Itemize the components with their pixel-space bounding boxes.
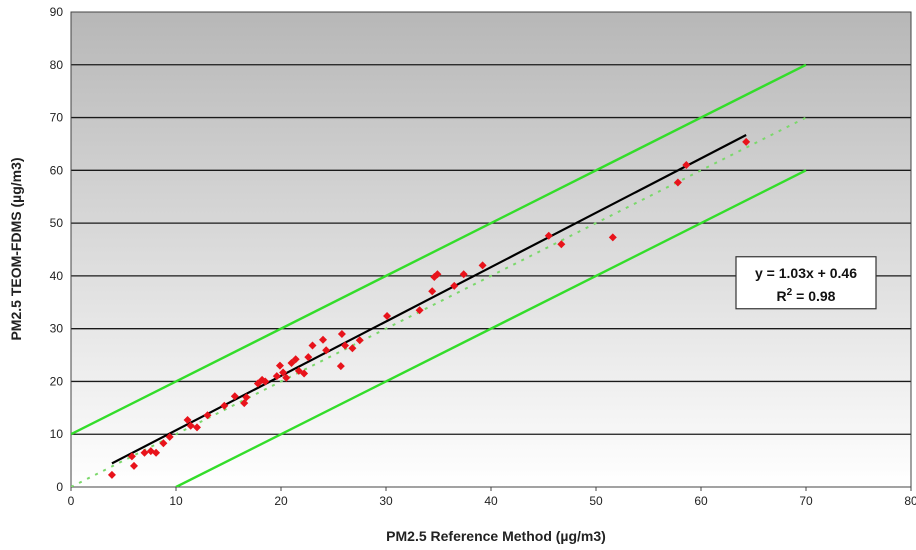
- data-point: [220, 401, 229, 410]
- lower-bound-line: [175, 169, 807, 487]
- data-point: [193, 423, 201, 432]
- data-point: [459, 270, 468, 279]
- x-tick-label: 20: [274, 494, 288, 508]
- y-tick-label: 60: [50, 163, 64, 177]
- x-tick-label: 80: [904, 494, 916, 508]
- data-point: [183, 415, 192, 424]
- data-points: [107, 137, 751, 479]
- data-point: [341, 341, 350, 350]
- data-point: [279, 368, 288, 377]
- x-tick-label: 0: [68, 494, 75, 508]
- y-tick-label: 20: [50, 374, 64, 388]
- data-point: [478, 261, 487, 270]
- x-tick-label: 50: [589, 494, 603, 508]
- data-point: [319, 335, 327, 344]
- data-point: [282, 373, 291, 382]
- data-point: [608, 233, 617, 242]
- equation-box-frame: [735, 256, 877, 310]
- regression-line: [111, 134, 747, 465]
- x-tick-label: 40: [484, 494, 498, 508]
- data-point: [127, 452, 136, 461]
- y-axis-ticks: 0 10 20 30 40 50 60 70 80 90: [50, 5, 64, 494]
- data-point: [415, 306, 424, 315]
- data-point: [304, 353, 313, 362]
- regression-equation-box: y = 1.03x + 0.46 R2 = 0.98: [735, 256, 877, 310]
- data-point: [107, 470, 116, 479]
- data-point: [433, 270, 442, 279]
- data-point: [682, 161, 691, 170]
- data-point: [242, 393, 251, 402]
- x-axis-ticks: 0 10 20 30 40 50 60 70 80: [68, 487, 916, 508]
- y-tick-label: 70: [50, 111, 64, 125]
- data-point: [337, 329, 346, 338]
- data-point: [159, 439, 168, 448]
- data-point: [140, 448, 149, 457]
- y-tick-label: 90: [50, 5, 64, 19]
- r-squared-text: R2 = 0.98: [777, 287, 836, 304]
- data-point: [272, 372, 281, 381]
- data-point: [557, 240, 566, 249]
- data-point: [308, 341, 317, 350]
- equation-text: y = 1.03x + 0.46: [755, 265, 857, 281]
- data-point: [261, 377, 270, 386]
- y-tick-label: 80: [50, 58, 64, 72]
- bound-lines: [71, 63, 807, 487]
- data-point: [203, 411, 212, 420]
- y-tick-label: 0: [56, 480, 63, 494]
- data-point: [165, 432, 174, 441]
- y-axis-title: PM2.5 TEOM-FDMS (µg/m3): [8, 157, 24, 340]
- data-point: [383, 312, 392, 320]
- data-point: [673, 178, 682, 187]
- plot-area-background: [71, 12, 911, 487]
- data-point: [355, 336, 364, 345]
- data-point: [152, 448, 161, 457]
- data-point: [544, 231, 553, 240]
- data-point: [742, 137, 751, 146]
- y-tick-label: 30: [50, 322, 64, 336]
- x-axis-title: PM2.5 Reference Method (µg/m3): [386, 528, 606, 544]
- data-point: [322, 346, 331, 355]
- data-point: [450, 281, 459, 290]
- y-tick-label: 40: [50, 269, 64, 283]
- x-tick-label: 60: [694, 494, 708, 508]
- data-point: [348, 344, 357, 353]
- upper-bound-line: [71, 63, 807, 436]
- data-point: [291, 355, 300, 364]
- data-point: [275, 361, 284, 370]
- data-point: [186, 421, 195, 430]
- data-point: [428, 287, 437, 296]
- data-point: [336, 362, 345, 371]
- data-point: [130, 461, 138, 470]
- x-tick-label: 10: [169, 494, 183, 508]
- x-tick-label: 70: [799, 494, 813, 508]
- x-tick-label: 30: [379, 494, 393, 508]
- y-tick-label: 50: [50, 216, 64, 230]
- data-point: [300, 369, 309, 378]
- y-tick-label: 10: [50, 427, 64, 441]
- data-point: [230, 392, 239, 401]
